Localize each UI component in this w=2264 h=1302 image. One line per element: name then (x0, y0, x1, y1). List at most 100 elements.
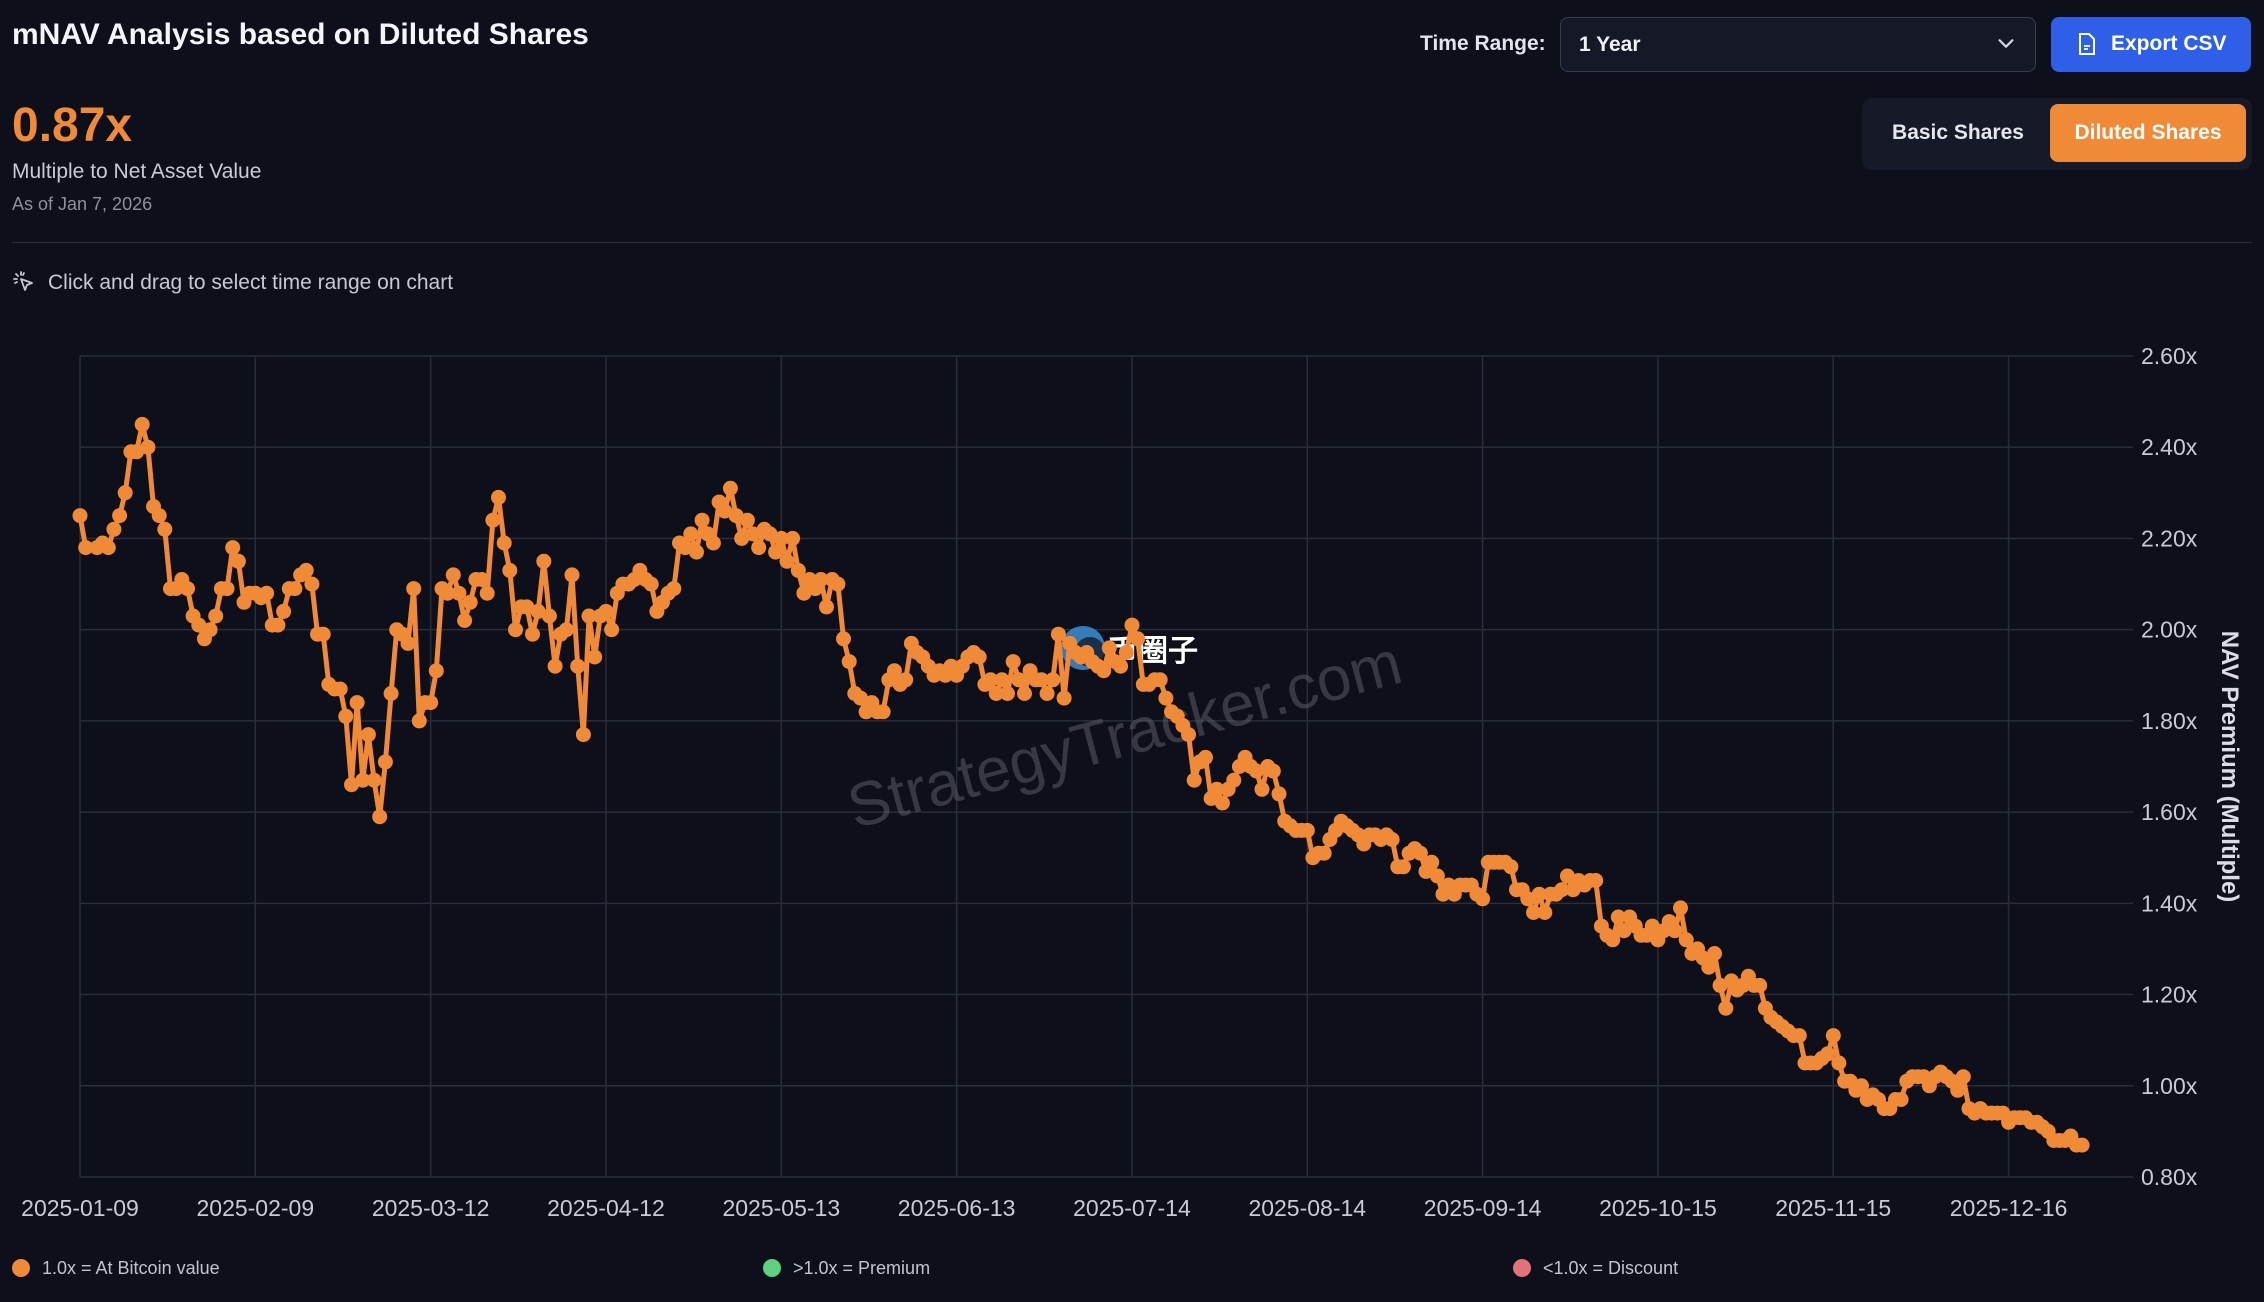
data-point[interactable] (1214, 795, 1230, 811)
data-point[interactable] (1265, 763, 1281, 779)
data-point[interactable] (1271, 786, 1287, 802)
data-point[interactable] (1000, 686, 1015, 701)
data-point[interactable] (287, 581, 303, 597)
data-point[interactable] (525, 626, 540, 642)
data-point[interactable] (72, 508, 88, 524)
data-point[interactable] (1050, 626, 1066, 642)
data-point[interactable] (796, 585, 812, 601)
data-point[interactable] (853, 690, 868, 706)
data-point[interactable] (1605, 932, 1621, 948)
data-point[interactable] (785, 530, 801, 546)
mnav-line-chart[interactable]: 0.80x 1.00x 1.20x 1.40x 1.60x 1.80x 2.00x 2.20x… (0, 330, 2264, 1250)
data-point[interactable] (722, 480, 738, 496)
data-point[interactable] (1039, 686, 1055, 701)
data-point[interactable] (1526, 905, 1541, 920)
data-point[interactable] (1429, 868, 1445, 884)
data-point[interactable] (875, 704, 891, 720)
data-point[interactable] (1045, 672, 1061, 688)
data-point[interactable] (157, 521, 173, 537)
time-range-select[interactable]: 1 Year (1560, 17, 2036, 72)
data-point[interactable] (587, 649, 603, 665)
data-point[interactable] (1559, 868, 1575, 884)
data-point[interactable] (332, 681, 348, 697)
data-point[interactable] (1254, 781, 1270, 797)
data-point[interactable] (1124, 617, 1140, 633)
diluted-shares-button[interactable]: Diluted Shares (2050, 104, 2246, 162)
data-point[interactable] (1616, 923, 1632, 939)
data-point[interactable] (1017, 686, 1032, 701)
data-point[interactable] (180, 581, 195, 597)
data-point[interactable] (971, 649, 987, 665)
data-point[interactable] (547, 658, 563, 674)
data-point[interactable] (558, 622, 574, 638)
data-point[interactable] (994, 672, 1010, 688)
data-point[interactable] (383, 686, 399, 701)
data-point[interactable] (988, 686, 1004, 701)
data-point[interactable] (219, 581, 235, 597)
data-point[interactable] (745, 526, 761, 542)
data-point[interactable] (1752, 977, 1768, 993)
data-point[interactable] (338, 708, 354, 724)
data-point[interactable] (1118, 645, 1134, 660)
data-point[interactable] (100, 540, 116, 556)
data-point[interactable] (502, 562, 518, 578)
data-point[interactable] (1678, 932, 1694, 948)
data-point[interactable] (1152, 672, 1168, 688)
data-point[interactable] (705, 535, 721, 551)
data-point[interactable] (360, 727, 376, 743)
data-point[interactable] (598, 603, 614, 619)
data-point[interactable] (208, 608, 224, 624)
data-point[interactable] (202, 622, 218, 638)
data-point[interactable] (1820, 1046, 1836, 1062)
data-point[interactable] (355, 772, 371, 788)
data-point[interactable] (230, 553, 246, 569)
data-point[interactable] (304, 576, 320, 592)
data-point[interactable] (78, 540, 94, 556)
data-point[interactable] (276, 603, 292, 619)
data-point[interactable] (366, 772, 382, 788)
data-point[interactable] (117, 485, 133, 501)
data-point[interactable] (400, 635, 416, 651)
data-point[interactable] (1537, 905, 1553, 920)
data-point[interactable] (445, 567, 461, 583)
data-point[interactable] (564, 567, 580, 583)
data-point[interactable] (530, 603, 546, 619)
data-point[interactable] (728, 508, 744, 524)
data-point[interactable] (1503, 859, 1519, 875)
data-point[interactable] (106, 521, 122, 537)
data-point[interactable] (428, 663, 444, 679)
data-point[interactable] (779, 553, 795, 569)
basic-shares-button[interactable]: Basic Shares (1892, 121, 2024, 144)
data-point[interactable] (1299, 822, 1315, 838)
data-point[interactable] (643, 576, 659, 592)
data-point[interactable] (604, 622, 620, 638)
data-point[interactable] (575, 727, 591, 743)
data-point[interactable] (1854, 1078, 1869, 1094)
data-point[interactable] (1475, 891, 1491, 907)
data-point[interactable] (344, 777, 359, 793)
data-point[interactable] (1412, 845, 1428, 861)
data-point[interactable] (694, 512, 710, 528)
data-point[interactable] (819, 599, 834, 615)
data-point[interactable] (423, 695, 439, 711)
data-point[interactable] (768, 544, 784, 560)
data-point[interactable] (129, 444, 145, 460)
data-point[interactable] (541, 608, 557, 624)
data-point[interactable] (1701, 959, 1717, 975)
data-point[interactable] (677, 540, 693, 556)
data-point[interactable] (1424, 854, 1440, 870)
data-point[interactable] (1712, 977, 1728, 993)
data-point[interactable] (457, 613, 473, 628)
data-point[interactable] (491, 489, 506, 505)
data-point[interactable] (315, 626, 331, 642)
data-point[interactable] (191, 617, 207, 633)
data-point[interactable] (1718, 1000, 1734, 1016)
data-point[interactable] (1644, 918, 1660, 934)
data-point[interactable] (683, 526, 699, 542)
data-point[interactable] (1667, 923, 1683, 939)
data-point[interactable] (717, 503, 733, 519)
data-point[interactable] (140, 439, 156, 455)
data-point[interactable] (1005, 654, 1021, 670)
data-point[interactable] (1096, 663, 1112, 679)
data-point[interactable] (790, 562, 806, 578)
